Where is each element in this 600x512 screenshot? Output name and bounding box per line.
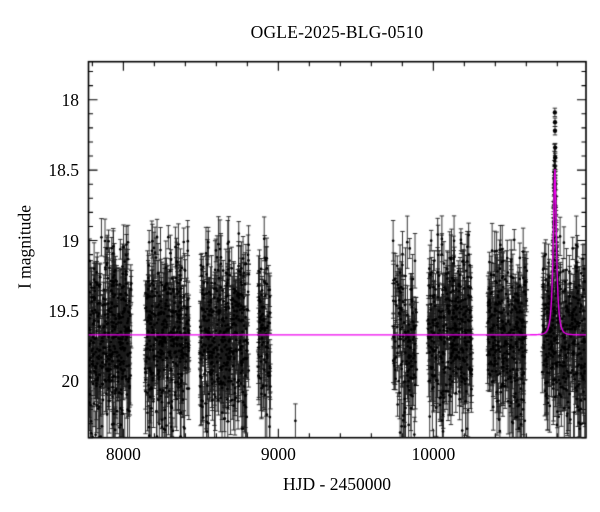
x-axis-label: HJD - 2450000 <box>283 474 391 494</box>
y-tick-label: 18 <box>61 89 80 110</box>
x-tick-label: 10000 <box>411 444 456 464</box>
x-tick-label: 8000 <box>105 444 141 464</box>
x-tick-label: 9000 <box>260 444 296 464</box>
y-tick-label: 18.5 <box>48 160 79 181</box>
y-tick-label: 19 <box>61 230 80 251</box>
chart-title: OGLE-2025-BLG-0510 <box>250 22 424 42</box>
y-tick-label: 19.5 <box>48 300 79 321</box>
y-tick-label: 20 <box>61 371 80 392</box>
